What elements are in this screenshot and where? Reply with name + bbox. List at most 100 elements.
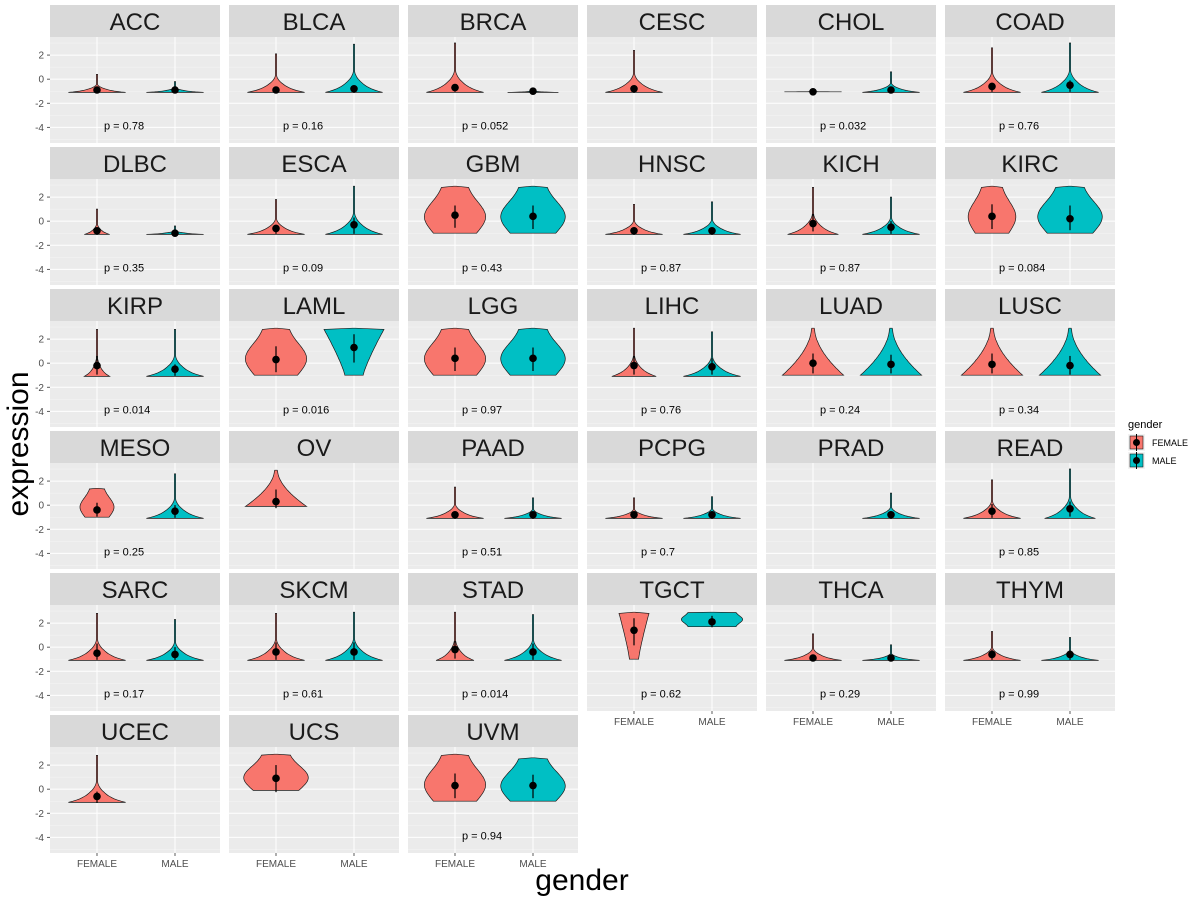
panel-ucec: UCEC 2 0 -2 -4 FEMALE MALE — [35, 715, 220, 870]
violin-female — [787, 187, 839, 235]
y-tick-label: 2 — [38, 477, 44, 488]
y-tick-label: 0 — [38, 75, 44, 86]
panel-brca: BRCA p = 0.052 — [408, 5, 578, 143]
panel-strip — [766, 147, 936, 179]
violin-female — [247, 613, 305, 661]
median-point-male — [1066, 214, 1074, 223]
median-point-female — [93, 506, 101, 514]
panel-skcm: SKCM p = 0.61 — [229, 573, 399, 711]
panel-read: READ p = 0.85 — [945, 431, 1115, 569]
legend-title: gender — [1128, 419, 1163, 431]
violin-shape-male — [325, 611, 383, 661]
panel-strip — [408, 147, 578, 179]
y-axis-title: expression — [2, 371, 35, 516]
panel-title: HNSC — [638, 151, 706, 178]
y-tick-label: 2 — [38, 761, 44, 772]
p-value-label: p = 0.34 — [999, 405, 1039, 417]
violin-shape-female — [83, 329, 111, 377]
panel-strip — [408, 289, 578, 321]
violin-male — [325, 185, 383, 235]
median-point-male — [887, 86, 895, 94]
median-point-female — [272, 86, 280, 94]
panel-lihc: LIHC p = 0.76 — [587, 289, 757, 427]
median-point-male — [529, 212, 537, 221]
violin-shape-male — [862, 196, 920, 235]
p-value-label: p = 0.16 — [283, 121, 323, 133]
y-tick-label: 2 — [38, 335, 44, 346]
violin-shape-male — [325, 185, 383, 235]
median-point-female — [451, 211, 459, 219]
median-point-female — [809, 88, 817, 96]
violin-female — [784, 633, 842, 662]
violin-male — [500, 327, 566, 376]
violin-shape-male — [1044, 468, 1096, 519]
panel-title: CESC — [639, 9, 706, 36]
panel-gbm: GBM p = 0.43 — [408, 147, 578, 285]
panel-strip — [408, 5, 578, 37]
violin-shape-male — [1041, 42, 1099, 93]
p-value-label: p = 0.09 — [283, 263, 323, 275]
median-point-male — [887, 360, 895, 369]
panel-title: THYM — [996, 577, 1064, 604]
panel-strip — [229, 573, 399, 605]
median-point-female — [451, 354, 459, 363]
median-point-female — [451, 510, 459, 519]
p-value-label: p = 0.17 — [104, 689, 144, 701]
violin-male — [1044, 468, 1096, 519]
legend-key-male — [1128, 452, 1145, 469]
median-point-female — [451, 645, 459, 654]
panel-acc: ACC 2 0 -2 -4 p = 0.78 — [35, 5, 220, 143]
median-point-male — [171, 86, 179, 94]
violin-shape-female — [426, 486, 484, 519]
y-tick-label: -2 — [35, 241, 44, 252]
panel-title: LAML — [283, 293, 346, 320]
panel-laml: LAML p = 0.016 — [229, 289, 399, 427]
violin-male — [1037, 185, 1103, 234]
panel-title: PRAD — [818, 435, 885, 462]
median-point-male — [350, 343, 358, 352]
panel-cesc: CESC — [587, 5, 757, 143]
violin-shape-male — [146, 329, 204, 377]
violin-shape-male — [862, 71, 920, 93]
violin-male — [146, 619, 204, 661]
violin-shape-male — [1038, 327, 1102, 376]
p-value-label: p = 0.43 — [462, 263, 502, 275]
x-tick-label: MALE — [519, 859, 547, 870]
violin-female — [247, 199, 305, 235]
panel-chol: CHOL p = 0.032 — [766, 5, 936, 143]
violin-female — [435, 611, 475, 661]
panel-lgg: LGG p = 0.97 — [408, 289, 578, 427]
y-tick-label: 2 — [38, 51, 44, 62]
panel-title: GBM — [466, 151, 521, 178]
panel-coad: COAD p = 0.76 — [945, 5, 1115, 143]
panel-title: UCS — [289, 719, 340, 746]
panel-sarc: SARC 2 0 -2 -4 p = 0.17 — [35, 573, 220, 711]
violin-female — [244, 469, 308, 509]
p-value-label: p = 0.25 — [104, 547, 144, 559]
violin-male — [683, 201, 741, 236]
panel-strip — [50, 147, 220, 179]
panel-title: CHOL — [818, 9, 885, 36]
violin-shape-male — [325, 43, 383, 93]
median-point-male — [708, 510, 716, 519]
y-tick-label: -2 — [35, 383, 44, 394]
violin-male — [325, 43, 383, 94]
x-tick-label: MALE — [877, 717, 905, 728]
median-point-male — [171, 229, 179, 238]
p-value-label: p = 0.87 — [641, 263, 681, 275]
panel-strip — [50, 5, 220, 37]
panel-title: BLCA — [283, 9, 346, 36]
violin-shape-female — [68, 73, 126, 93]
panel-title: KIRC — [1001, 151, 1058, 178]
violin-shape-female — [963, 47, 1021, 93]
violin-female — [424, 753, 486, 802]
p-value-label: p = 0.24 — [820, 405, 860, 417]
panel-meso: MESO 2 0 -2 -4 p = 0.25 — [35, 431, 220, 569]
x-tick-label: FEMALE — [435, 859, 475, 870]
panel-strip — [587, 431, 757, 463]
p-value-label: p = 0.62 — [641, 689, 681, 701]
violin-female — [963, 631, 1021, 661]
y-tick-label: -2 — [35, 525, 44, 536]
violin-shape-female — [611, 327, 657, 377]
panel-dlbc: DLBC 2 0 -2 -4 p = 0.35 — [35, 147, 220, 285]
